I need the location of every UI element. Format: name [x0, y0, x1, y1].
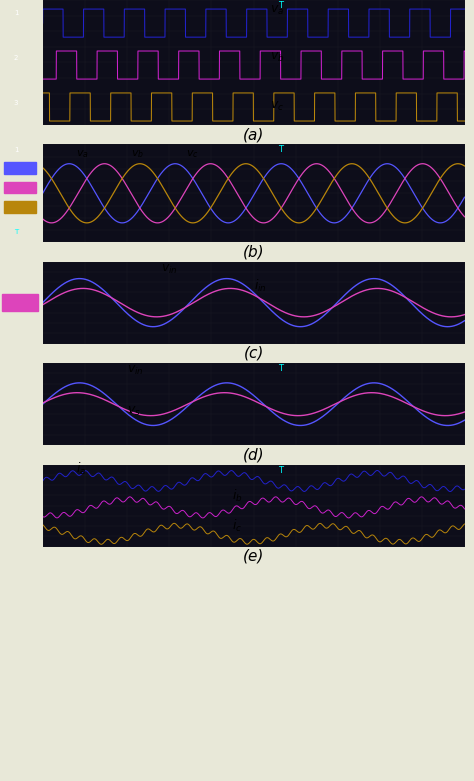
Text: $v_c$: $v_c$ — [271, 100, 284, 112]
Text: 2: 2 — [14, 55, 18, 61]
Text: (b): (b) — [243, 244, 264, 259]
Text: $i_a$: $i_a$ — [76, 461, 87, 477]
Text: $v_{in}$: $v_{in}$ — [161, 262, 178, 276]
Text: $i_b$: $i_b$ — [232, 488, 243, 504]
Text: (e): (e) — [243, 549, 264, 564]
Text: (d): (d) — [243, 448, 264, 462]
Bar — [2, 294, 38, 311]
Bar — [4, 182, 36, 194]
Text: T: T — [279, 2, 283, 10]
Text: $v_a$: $v_a$ — [271, 3, 285, 16]
Text: $i_c$: $i_c$ — [232, 519, 243, 534]
Text: $v_s$: $v_s$ — [127, 405, 141, 418]
Text: (a): (a) — [243, 127, 264, 142]
Text: $v_{in}$: $v_{in}$ — [127, 364, 144, 377]
Text: 1: 1 — [14, 148, 18, 153]
Text: (c): (c) — [244, 346, 264, 361]
Text: 1: 1 — [14, 10, 18, 16]
Text: $i_{in}$: $i_{in}$ — [254, 278, 266, 294]
Bar — [4, 162, 36, 174]
Text: $v_a$: $v_a$ — [76, 148, 89, 160]
Text: T: T — [279, 465, 283, 475]
Text: $v_c$: $v_c$ — [186, 148, 199, 160]
Text: $v_b$: $v_b$ — [131, 148, 145, 160]
Text: T: T — [14, 230, 18, 235]
Text: T: T — [279, 145, 283, 155]
Text: $v_b$: $v_b$ — [271, 51, 285, 64]
Bar — [4, 201, 36, 212]
Text: 3: 3 — [14, 100, 18, 106]
Text: T: T — [279, 364, 283, 373]
